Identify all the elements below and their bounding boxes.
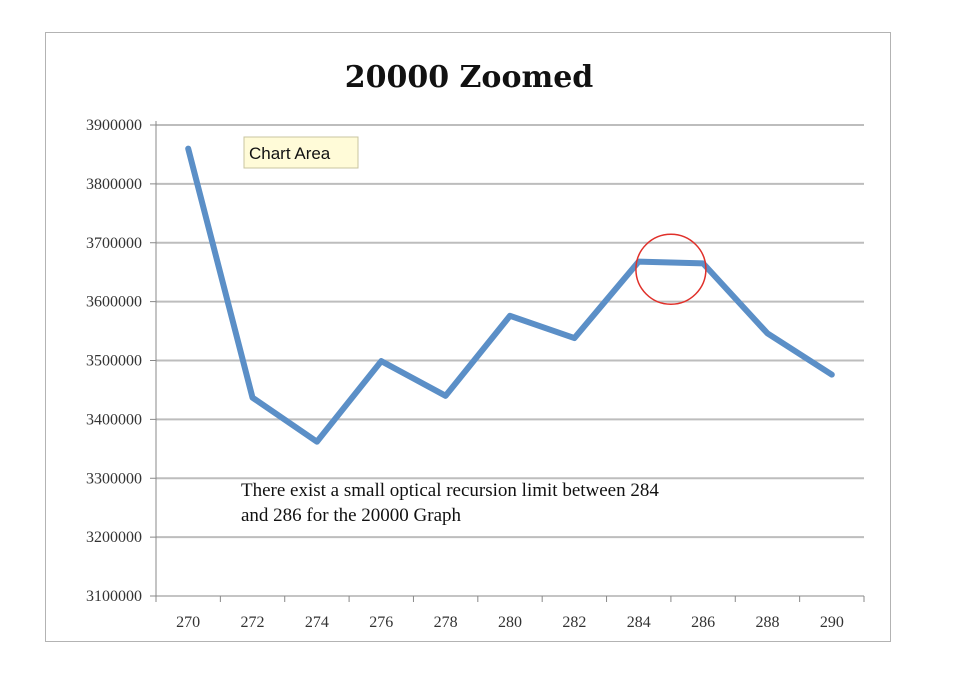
series-line-0 [185,145,835,445]
annotation: There exist a small optical recursion li… [241,480,659,526]
highlight-layer [635,233,707,305]
highlight-circle [635,233,707,305]
annotation-line-2: and 286 for the 20000 Graph [241,505,462,526]
y-tick-label: 3600000 [86,294,142,311]
y-tick-label: 3500000 [86,353,142,370]
chart-title: 20000 Zoomed [345,60,594,95]
y-tick-label: 3400000 [86,411,142,428]
series-layer [185,145,835,445]
y-tick-label: 3300000 [86,470,142,487]
annotation-line-1: There exist a small optical recursion li… [241,480,659,501]
x-tick-label: 272 [241,614,265,631]
x-axis-tick-labels: 270 272 274 276 278 280 282 284 286 288 290 [176,614,844,631]
x-tick-label: 278 [434,614,458,631]
y-tick-label: 3800000 [86,176,142,193]
axes [150,121,865,602]
tooltip-label: Chart Area [249,144,331,163]
x-tick-label: 270 [176,614,200,631]
x-tick-label: 284 [627,614,651,631]
line-chart: 20000 Zoomed 3100000 3200000 3300000 340000… [86,60,865,631]
x-tick-label: 282 [562,614,586,631]
x-tick-label: 286 [691,614,715,631]
chart-area-tooltip: Chart Area [243,136,359,169]
tooltip-box [243,136,359,169]
gridlines [156,124,864,539]
y-tick-label: 3100000 [86,588,142,605]
x-tick-label: 290 [820,614,844,631]
y-tick-label: 3200000 [86,529,142,546]
x-tick-label: 274 [305,614,329,631]
y-tick-label: 3700000 [86,235,142,252]
y-axis-tick-labels: 3100000 3200000 3300000 3400000 3500000 36000… [86,117,142,605]
y-tick-label: 3900000 [86,117,142,134]
chart-area[interactable]: 20000 Zoomed 3100000 3200000 3300000 340000… [45,32,891,642]
x-tick-label: 288 [755,614,779,631]
x-tick-label: 280 [498,614,522,631]
x-tick-label: 276 [369,614,393,631]
